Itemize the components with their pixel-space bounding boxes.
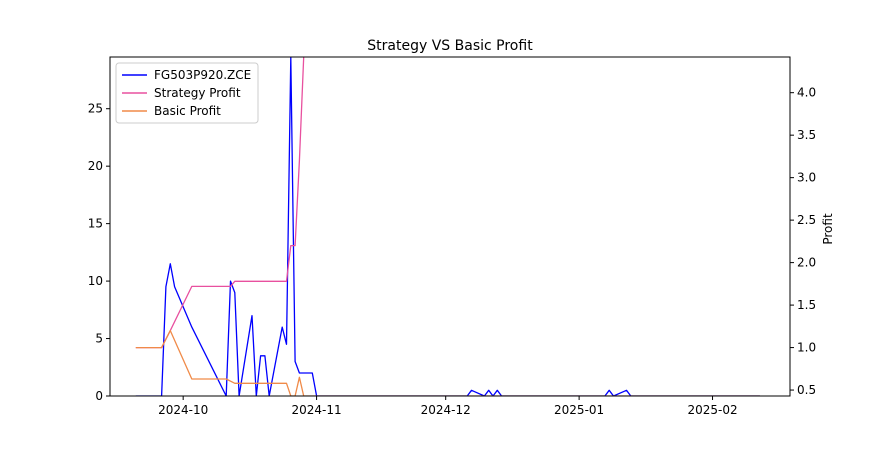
y-left-tick-label: 0 [95, 389, 103, 403]
x-tick-label: 2024-12 [421, 403, 471, 417]
x-tick-label: 2025-01 [554, 403, 604, 417]
series-line-0 [135, 57, 760, 396]
y-right-tick-label: 1.5 [797, 298, 816, 312]
y-right-tick-label: 0.5 [797, 383, 816, 397]
y-right-tick-label: 4.0 [797, 86, 816, 100]
y-right-tick-label: 2.0 [797, 256, 816, 270]
legend-box [115, 62, 259, 124]
series-line-2 [135, 329, 760, 396]
y-left-tick-label: 25 [88, 102, 103, 116]
plot-frame [109, 56, 791, 397]
y-left-tick-label: 10 [88, 274, 103, 288]
y-right-tick-label: 1.0 [797, 341, 816, 355]
chart-title: Strategy VS Basic Profit [367, 38, 533, 54]
y-left-tick-label: 5 [95, 332, 103, 346]
y-right-tick-label: 3.0 [797, 171, 816, 185]
y2-axis-label: Profit [821, 213, 835, 245]
y-right-axis: 0.5 1.0 1.5 2.0 2.5 3.0 3.5 4.0 [790, 86, 816, 397]
legend-label: FG503P920.ZCE [154, 68, 251, 82]
x-tick-label: 2025-02 [687, 403, 737, 417]
legend-label: Basic Profit [154, 104, 221, 118]
y-right-tick-label: 2.5 [797, 213, 816, 227]
legend-label: Strategy Profit [154, 86, 241, 100]
series-layer [135, 57, 760, 396]
y-left-tick-label: 20 [88, 159, 103, 173]
x-tick-label: 2024-11 [292, 403, 342, 417]
legend: FG503P920.ZCE Strategy Profit Basic Profit [115, 62, 259, 124]
x-tick-label: 2024-10 [158, 403, 208, 417]
y-right-tick-label: 3.5 [797, 128, 816, 142]
y-left-tick-label: 15 [88, 217, 103, 231]
y-left-axis: 0 5 10 15 20 25 [88, 102, 110, 403]
x-axis: 2024-10 2024-11 2024-12 2025-01 2025-02 [158, 396, 738, 417]
